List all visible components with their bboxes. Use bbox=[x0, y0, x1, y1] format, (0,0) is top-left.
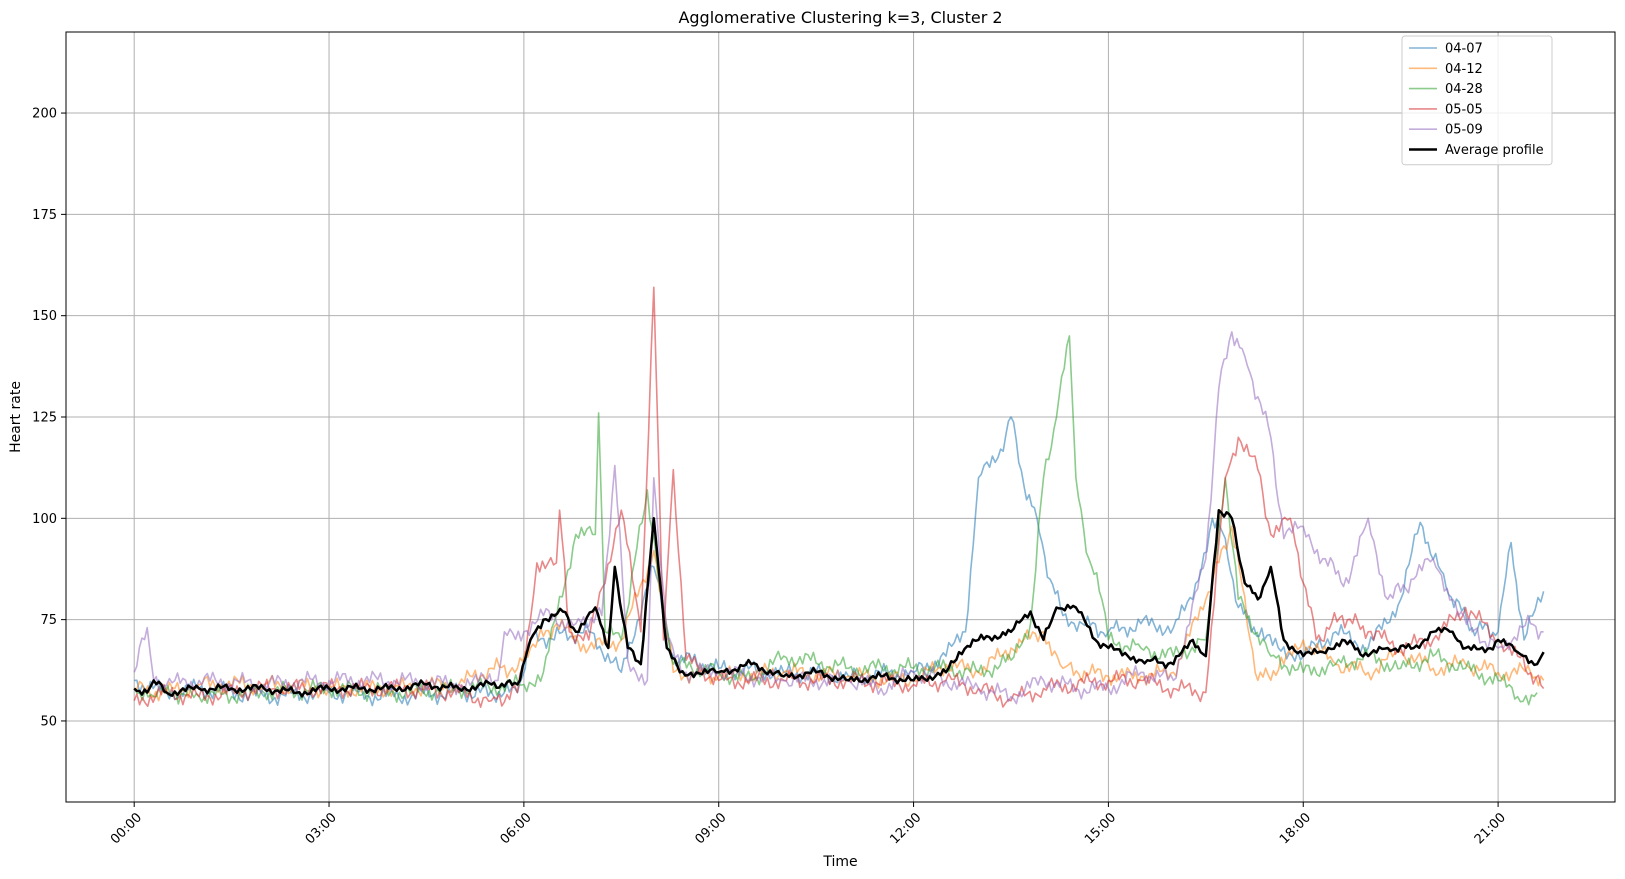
legend-label: 04-12 bbox=[1445, 62, 1483, 77]
y-tick-label: 150 bbox=[32, 309, 57, 324]
legend: 04-07 04-12 04-28 05-05 05-09 Average profile bbox=[1401, 35, 1553, 166]
x-tick-label: 12:00 bbox=[887, 810, 924, 847]
legend-box bbox=[1401, 35, 1553, 166]
y-tick-label: 100 bbox=[32, 512, 57, 527]
chart-title: Agglomerative Clustering k=3, Cluster 2 bbox=[678, 8, 1002, 27]
y-tick-label: 50 bbox=[40, 714, 57, 729]
y-axis-title: Heart rate bbox=[8, 381, 24, 453]
legend-label: 04-07 bbox=[1445, 42, 1483, 57]
legend-label: 04-28 bbox=[1445, 82, 1483, 97]
x-tick-label: 21:00 bbox=[1472, 810, 1509, 847]
x-tick-label: 06:00 bbox=[498, 810, 535, 847]
legend-label: Average profile bbox=[1445, 143, 1544, 158]
series-line-05-05 bbox=[133, 286, 1545, 708]
y-tick-label: 75 bbox=[40, 613, 57, 628]
y-tick-label: 200 bbox=[32, 107, 57, 122]
y-tick-label: 175 bbox=[32, 208, 57, 223]
y-axis-ticks: 50 75 100 125 150 175 200 bbox=[32, 107, 66, 729]
x-tick-label: 09:00 bbox=[692, 810, 729, 847]
y-tick-label: 125 bbox=[32, 411, 57, 426]
x-axis-title: Time bbox=[822, 854, 857, 870]
x-axis-ticks: 00:00 03:00 06:00 09:00 12:00 15:00 18:00 21:00 bbox=[108, 802, 1509, 847]
series-line-05-09 bbox=[133, 331, 1544, 705]
series-line-average-profile bbox=[133, 508, 1545, 698]
x-tick-label: 03:00 bbox=[303, 810, 340, 847]
x-tick-label: 00:00 bbox=[108, 810, 145, 847]
x-tick-label: 15:00 bbox=[1082, 810, 1119, 847]
series-line-04-28 bbox=[133, 335, 1538, 706]
x-tick-label: 18:00 bbox=[1277, 810, 1314, 847]
legend-label: 05-05 bbox=[1445, 102, 1483, 117]
series-lines bbox=[133, 286, 1545, 708]
series-line-04-07 bbox=[134, 416, 1545, 707]
legend-label: 05-09 bbox=[1445, 123, 1483, 138]
